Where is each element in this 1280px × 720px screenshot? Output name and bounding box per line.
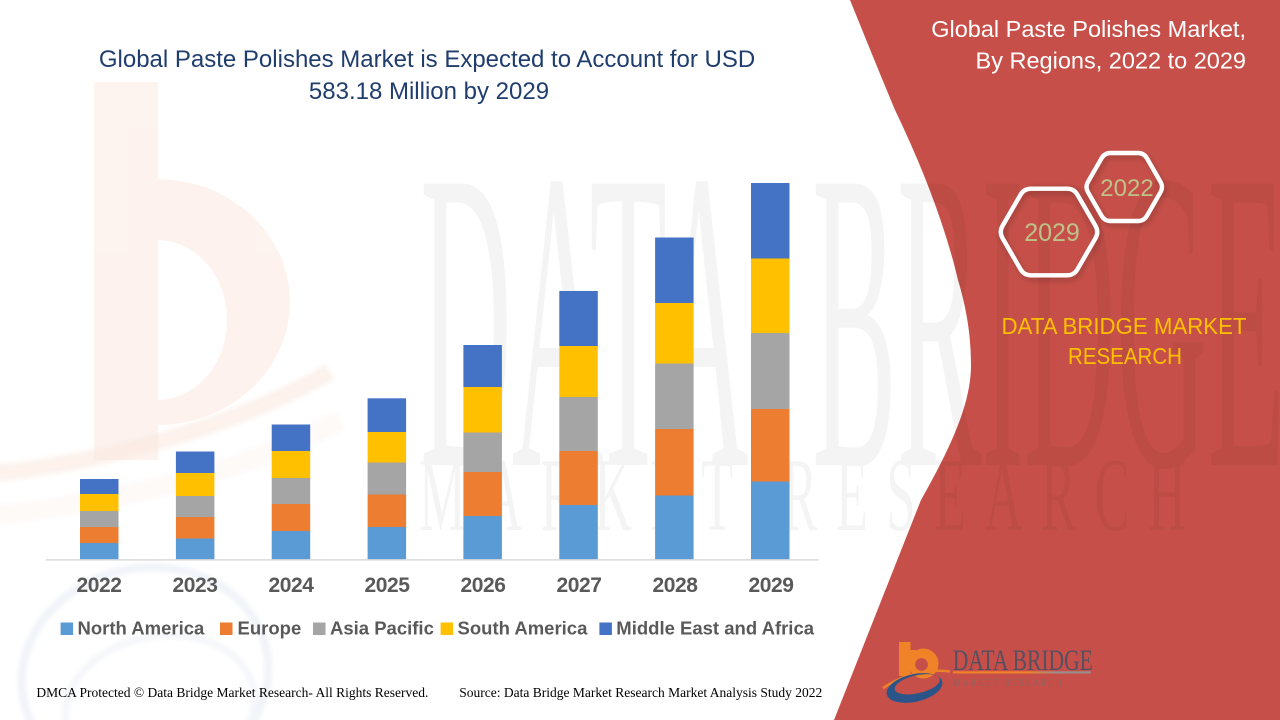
svg-text:RESEARCH: RESEARCH (1068, 343, 1182, 369)
svg-text:Middle East and Africa: Middle East and Africa (616, 618, 814, 639)
svg-text:MARKET RESEARCH: MARKET RESEARCH (953, 677, 1064, 689)
svg-text:2026: 2026 (460, 574, 505, 597)
svg-text:By Regions, 2022 to 2029: By Regions, 2022 to 2029 (976, 48, 1246, 74)
svg-text:Europe: Europe (238, 618, 302, 639)
svg-text:MARKET RESEARCH: MARKET RESEARCH (419, 436, 1204, 552)
svg-text:2023: 2023 (172, 574, 217, 597)
svg-text:2022: 2022 (76, 574, 121, 597)
svg-text:2025: 2025 (364, 574, 410, 597)
svg-text:2027: 2027 (556, 574, 601, 597)
svg-text:Global Paste Polishes Market,: Global Paste Polishes Market, (931, 16, 1246, 42)
svg-text:South America: South America (458, 618, 589, 639)
svg-text:Source: Data Bridge Market Res: Source: Data Bridge Market Research Mark… (459, 685, 822, 700)
svg-text:2022: 2022 (1100, 175, 1153, 202)
svg-text:DMCA Protected © Data Bridge M: DMCA Protected © Data Bridge Market Rese… (36, 685, 428, 700)
svg-text:North America: North America (78, 618, 206, 639)
svg-text:DATA BRIDGE MARKET: DATA BRIDGE MARKET (1002, 313, 1247, 339)
svg-text:2029: 2029 (1024, 219, 1080, 247)
svg-text:2028: 2028 (652, 574, 698, 597)
svg-text:Asia Pacific: Asia Pacific (330, 618, 434, 639)
svg-text:583.18 Million by 2029: 583.18 Million by 2029 (309, 78, 549, 105)
svg-text:Global Paste Polishes Market i: Global Paste Polishes Market is Expected… (99, 46, 755, 73)
svg-text:2024: 2024 (268, 574, 314, 597)
svg-text:2029: 2029 (748, 574, 793, 597)
